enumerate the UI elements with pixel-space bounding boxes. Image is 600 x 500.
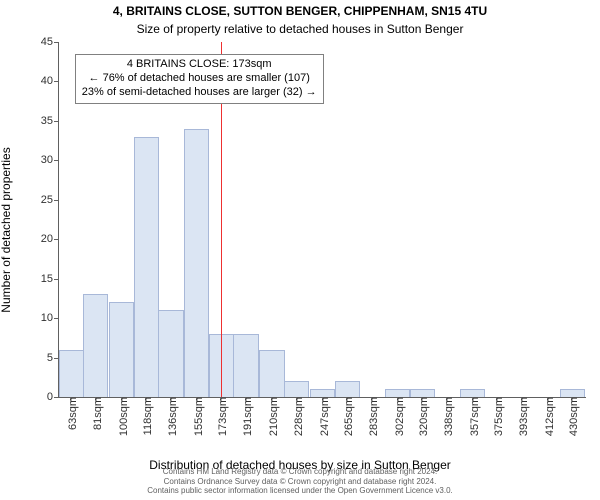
y-tick-label: 0 xyxy=(47,391,53,403)
chart-title: 4, BRITAINS CLOSE, SUTTON BENGER, CHIPPE… xyxy=(0,4,600,18)
x-tick-label: 302sqm xyxy=(394,397,406,436)
y-tick-mark xyxy=(54,279,59,280)
chart-subtitle: Size of property relative to detached ho… xyxy=(0,22,600,36)
annotation-line-3: 23% of semi-detached houses are larger (… xyxy=(82,86,317,100)
x-tick-label: 412sqm xyxy=(544,397,556,436)
x-tick-label: 210sqm xyxy=(268,397,280,436)
x-tick-label: 247sqm xyxy=(319,397,331,436)
x-tick-label: 155sqm xyxy=(193,397,205,436)
annotation-line-2: ← 76% of detached houses are smaller (10… xyxy=(82,72,317,86)
y-tick-mark xyxy=(54,121,59,122)
chart-page: 4, BRITAINS CLOSE, SUTTON BENGER, CHIPPE… xyxy=(0,0,600,500)
histogram-bar xyxy=(560,389,585,397)
y-tick-label: 20 xyxy=(41,233,53,245)
y-tick-label: 15 xyxy=(41,273,53,285)
x-tick-label: 283sqm xyxy=(368,397,380,436)
y-tick-mark xyxy=(54,160,59,161)
y-tick-label: 35 xyxy=(41,115,53,127)
y-tick-label: 45 xyxy=(41,36,53,48)
y-axis-label: Number of detached properties xyxy=(0,147,13,312)
x-tick-label: 118sqm xyxy=(142,397,154,435)
y-tick-mark xyxy=(54,397,59,398)
y-tick-label: 40 xyxy=(41,75,53,87)
annotation-box: 4 BRITAINS CLOSE: 173sqm ← 76% of detach… xyxy=(75,54,324,103)
y-tick-mark xyxy=(54,42,59,43)
footnote-line-3: Contains public sector information licen… xyxy=(0,486,600,496)
x-tick-label: 136sqm xyxy=(167,397,179,436)
histogram-bar xyxy=(259,350,284,397)
histogram-bar xyxy=(83,294,108,397)
histogram-bar xyxy=(410,389,435,397)
histogram-bar xyxy=(284,381,309,397)
x-tick-label: 338sqm xyxy=(443,397,455,436)
histogram-bar xyxy=(59,350,84,397)
histogram-bar xyxy=(385,389,410,397)
y-tick-mark xyxy=(54,200,59,201)
x-tick-label: 191sqm xyxy=(242,397,254,436)
plot-area: 05101520253035404563sqm81sqm100sqm118sqm… xyxy=(58,42,586,398)
x-tick-label: 265sqm xyxy=(343,397,355,436)
histogram-bar xyxy=(158,310,183,397)
y-tick-label: 10 xyxy=(41,312,53,324)
footnote-line-2: Contains Ordnance Survey data © Crown co… xyxy=(0,477,600,487)
histogram-bar xyxy=(134,137,159,397)
x-tick-label: 63sqm xyxy=(67,397,79,430)
histogram-bar xyxy=(460,389,485,397)
footnote: Contains HM Land Registry data © Crown c… xyxy=(0,467,600,496)
histogram-bar xyxy=(335,381,360,397)
y-tick-label: 5 xyxy=(47,352,53,364)
x-tick-label: 430sqm xyxy=(568,397,580,436)
y-tick-mark xyxy=(54,239,59,240)
y-tick-mark xyxy=(54,81,59,82)
histogram-bar xyxy=(109,302,134,397)
x-tick-label: 393sqm xyxy=(518,397,530,436)
annotation-line-1: 4 BRITAINS CLOSE: 173sqm xyxy=(82,58,317,72)
histogram-bar xyxy=(184,129,209,397)
x-tick-label: 100sqm xyxy=(118,397,130,436)
footnote-line-1: Contains HM Land Registry data © Crown c… xyxy=(0,467,600,477)
y-tick-mark xyxy=(54,318,59,319)
x-tick-label: 81sqm xyxy=(92,397,104,430)
histogram-bar xyxy=(233,334,258,397)
y-tick-label: 30 xyxy=(41,154,53,166)
x-tick-label: 228sqm xyxy=(293,397,305,436)
x-tick-label: 357sqm xyxy=(469,397,481,436)
y-tick-label: 25 xyxy=(41,194,53,206)
x-tick-label: 375sqm xyxy=(493,397,505,436)
x-tick-label: 320sqm xyxy=(418,397,430,436)
histogram-bar xyxy=(310,389,335,397)
x-tick-label: 173sqm xyxy=(217,397,229,436)
